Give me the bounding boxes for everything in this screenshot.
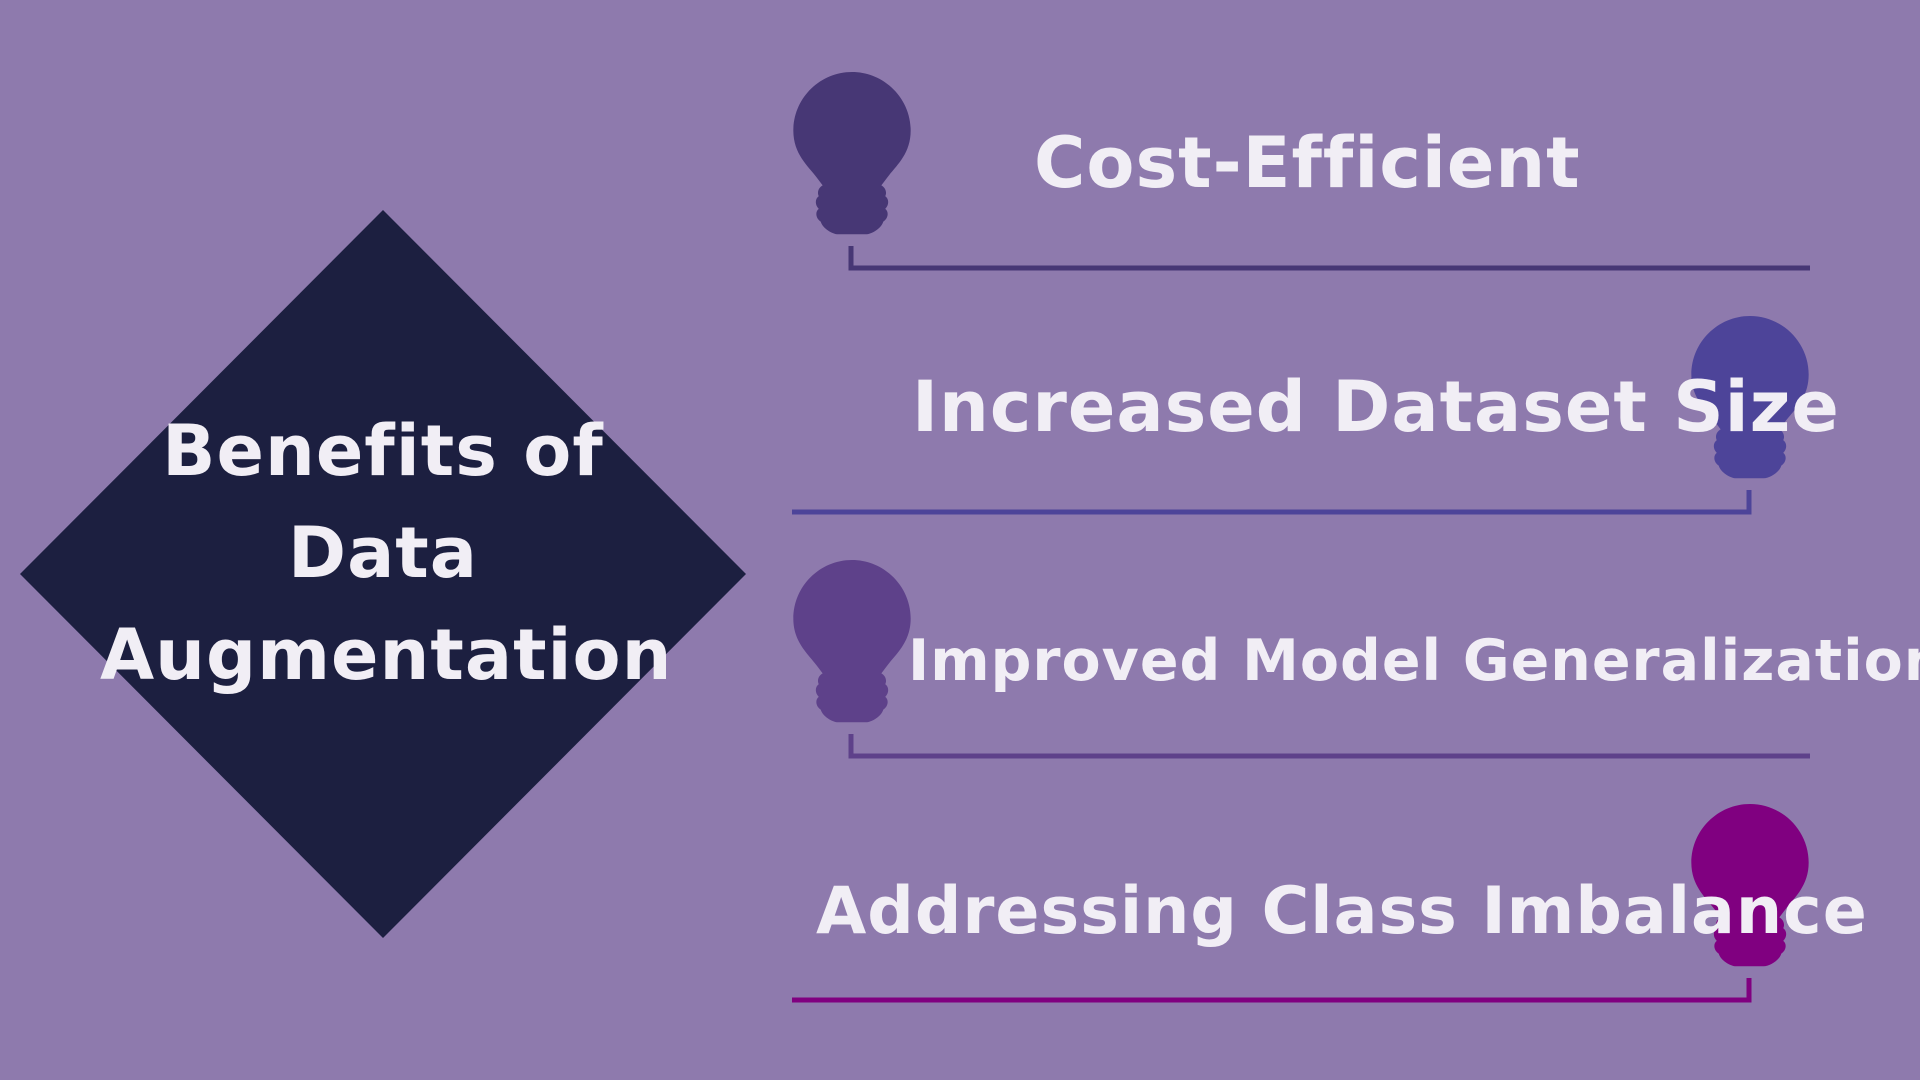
- connector-line: [792, 978, 1752, 1003]
- lightbulb-icon: [793, 560, 911, 723]
- benefit-label-increased-dataset-size: Increased Dataset Size: [912, 366, 1840, 448]
- benefit-4-graphic: [792, 804, 1809, 1003]
- benefit-2-graphic: [792, 316, 1809, 515]
- title-line-1: Benefits of: [162, 410, 604, 492]
- connector-line: [848, 734, 1810, 759]
- benefit-1-graphic: [793, 72, 1810, 271]
- benefit-label-improved-model-generalization: Improved Model Generalization: [908, 628, 1920, 694]
- benefit-label-cost-efficient: Cost-Efficient: [1034, 122, 1581, 204]
- benefit-label-addressing-class-imbalance: Addressing Class Imbalance: [816, 874, 1868, 949]
- title-diamond: [20, 210, 746, 938]
- title-line-2: Data: [287, 512, 479, 594]
- connector-line: [792, 490, 1752, 515]
- diagram-title: Benefits of Data Augmentation: [100, 400, 673, 706]
- title-line-3: Augmentation: [100, 614, 673, 696]
- connector-line: [848, 246, 1810, 271]
- benefit-3-graphic: [793, 560, 1810, 759]
- lightbulb-icon: [793, 72, 911, 235]
